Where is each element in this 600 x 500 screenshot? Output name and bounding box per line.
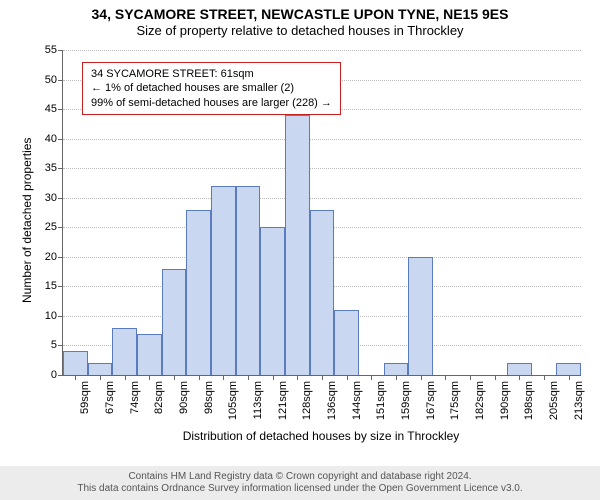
footer-line: This data contains Ordnance Survey infor…	[77, 483, 522, 496]
x-axis-title: Distribution of detached houses by size …	[62, 429, 580, 443]
x-tick-label: 121sqm	[277, 381, 289, 420]
gridline	[63, 168, 581, 169]
x-tick-label: 175sqm	[449, 381, 461, 420]
x-tick-label: 167sqm	[425, 381, 437, 420]
info-box-line: 99% of semi-detached houses are larger (…	[91, 96, 332, 110]
histogram-bar	[112, 328, 137, 375]
page-title: 34, SYCAMORE STREET, NEWCASTLE UPON TYNE…	[0, 6, 600, 23]
x-tick-label: 144sqm	[351, 381, 363, 420]
histogram-bar	[162, 269, 187, 375]
x-tick-label: 198sqm	[523, 381, 535, 420]
info-box-line: ← 1% of detached houses are smaller (2)	[91, 81, 332, 95]
x-tick-label: 98sqm	[203, 381, 215, 414]
gridline	[63, 198, 581, 199]
y-tick-label: 5	[51, 339, 63, 351]
x-tick-label: 151sqm	[375, 381, 387, 420]
y-tick-label: 30	[45, 192, 63, 204]
x-tick-label: 113sqm	[252, 381, 264, 419]
y-tick-label: 15	[45, 280, 63, 292]
histogram-bar	[137, 334, 162, 375]
histogram-bar	[285, 115, 310, 375]
x-tick-label: 213sqm	[573, 381, 585, 420]
x-tick-label: 67sqm	[104, 381, 116, 414]
y-tick-label: 35	[45, 162, 63, 174]
histogram-bar	[507, 363, 532, 375]
x-tick-label: 74sqm	[129, 381, 141, 414]
footer: Contains HM Land Registry data © Crown c…	[0, 466, 600, 500]
histogram-bar	[236, 186, 261, 375]
histogram-bar	[211, 186, 236, 375]
y-tick-label: 0	[51, 369, 63, 381]
gridline	[63, 139, 581, 140]
page-subtitle: Size of property relative to detached ho…	[0, 23, 600, 39]
chart-container: 34, SYCAMORE STREET, NEWCASTLE UPON TYNE…	[0, 0, 600, 500]
y-tick-label: 55	[45, 44, 63, 56]
histogram-bar	[334, 310, 359, 375]
gridline	[63, 50, 581, 51]
histogram-bar	[88, 363, 113, 375]
x-tick-label: 182sqm	[474, 381, 486, 420]
footer-line: Contains HM Land Registry data © Crown c…	[77, 471, 522, 484]
x-tick-label: 128sqm	[301, 381, 313, 420]
y-tick-label: 20	[45, 251, 63, 263]
x-tick-label: 136sqm	[326, 381, 338, 420]
x-tick-label: 90sqm	[178, 381, 190, 414]
x-tick-label: 59sqm	[79, 381, 91, 414]
histogram-bar	[310, 210, 335, 375]
histogram-bar	[384, 363, 409, 375]
x-tick-label: 205sqm	[548, 381, 560, 420]
y-tick-label: 45	[45, 103, 63, 115]
x-tick-label: 190sqm	[499, 381, 511, 420]
y-axis-title: Number of detached properties	[20, 137, 34, 302]
y-tick-label: 40	[45, 133, 63, 145]
histogram-bar	[408, 257, 433, 375]
histogram-bar	[260, 227, 285, 375]
histogram-bar	[186, 210, 211, 375]
y-tick-label: 10	[45, 310, 63, 322]
y-tick-label: 25	[45, 221, 63, 233]
info-box: 34 SYCAMORE STREET: 61sqm← 1% of detache…	[82, 62, 341, 115]
y-tick-label: 50	[45, 74, 63, 86]
footer-text: Contains HM Land Registry data © Crown c…	[77, 471, 522, 496]
histogram-bar	[556, 363, 581, 375]
x-tick-label: 82sqm	[153, 381, 165, 414]
info-box-line: 34 SYCAMORE STREET: 61sqm	[91, 67, 332, 81]
x-tick-label: 159sqm	[400, 381, 412, 420]
histogram-bar	[63, 351, 88, 375]
x-tick-label: 105sqm	[227, 381, 239, 420]
